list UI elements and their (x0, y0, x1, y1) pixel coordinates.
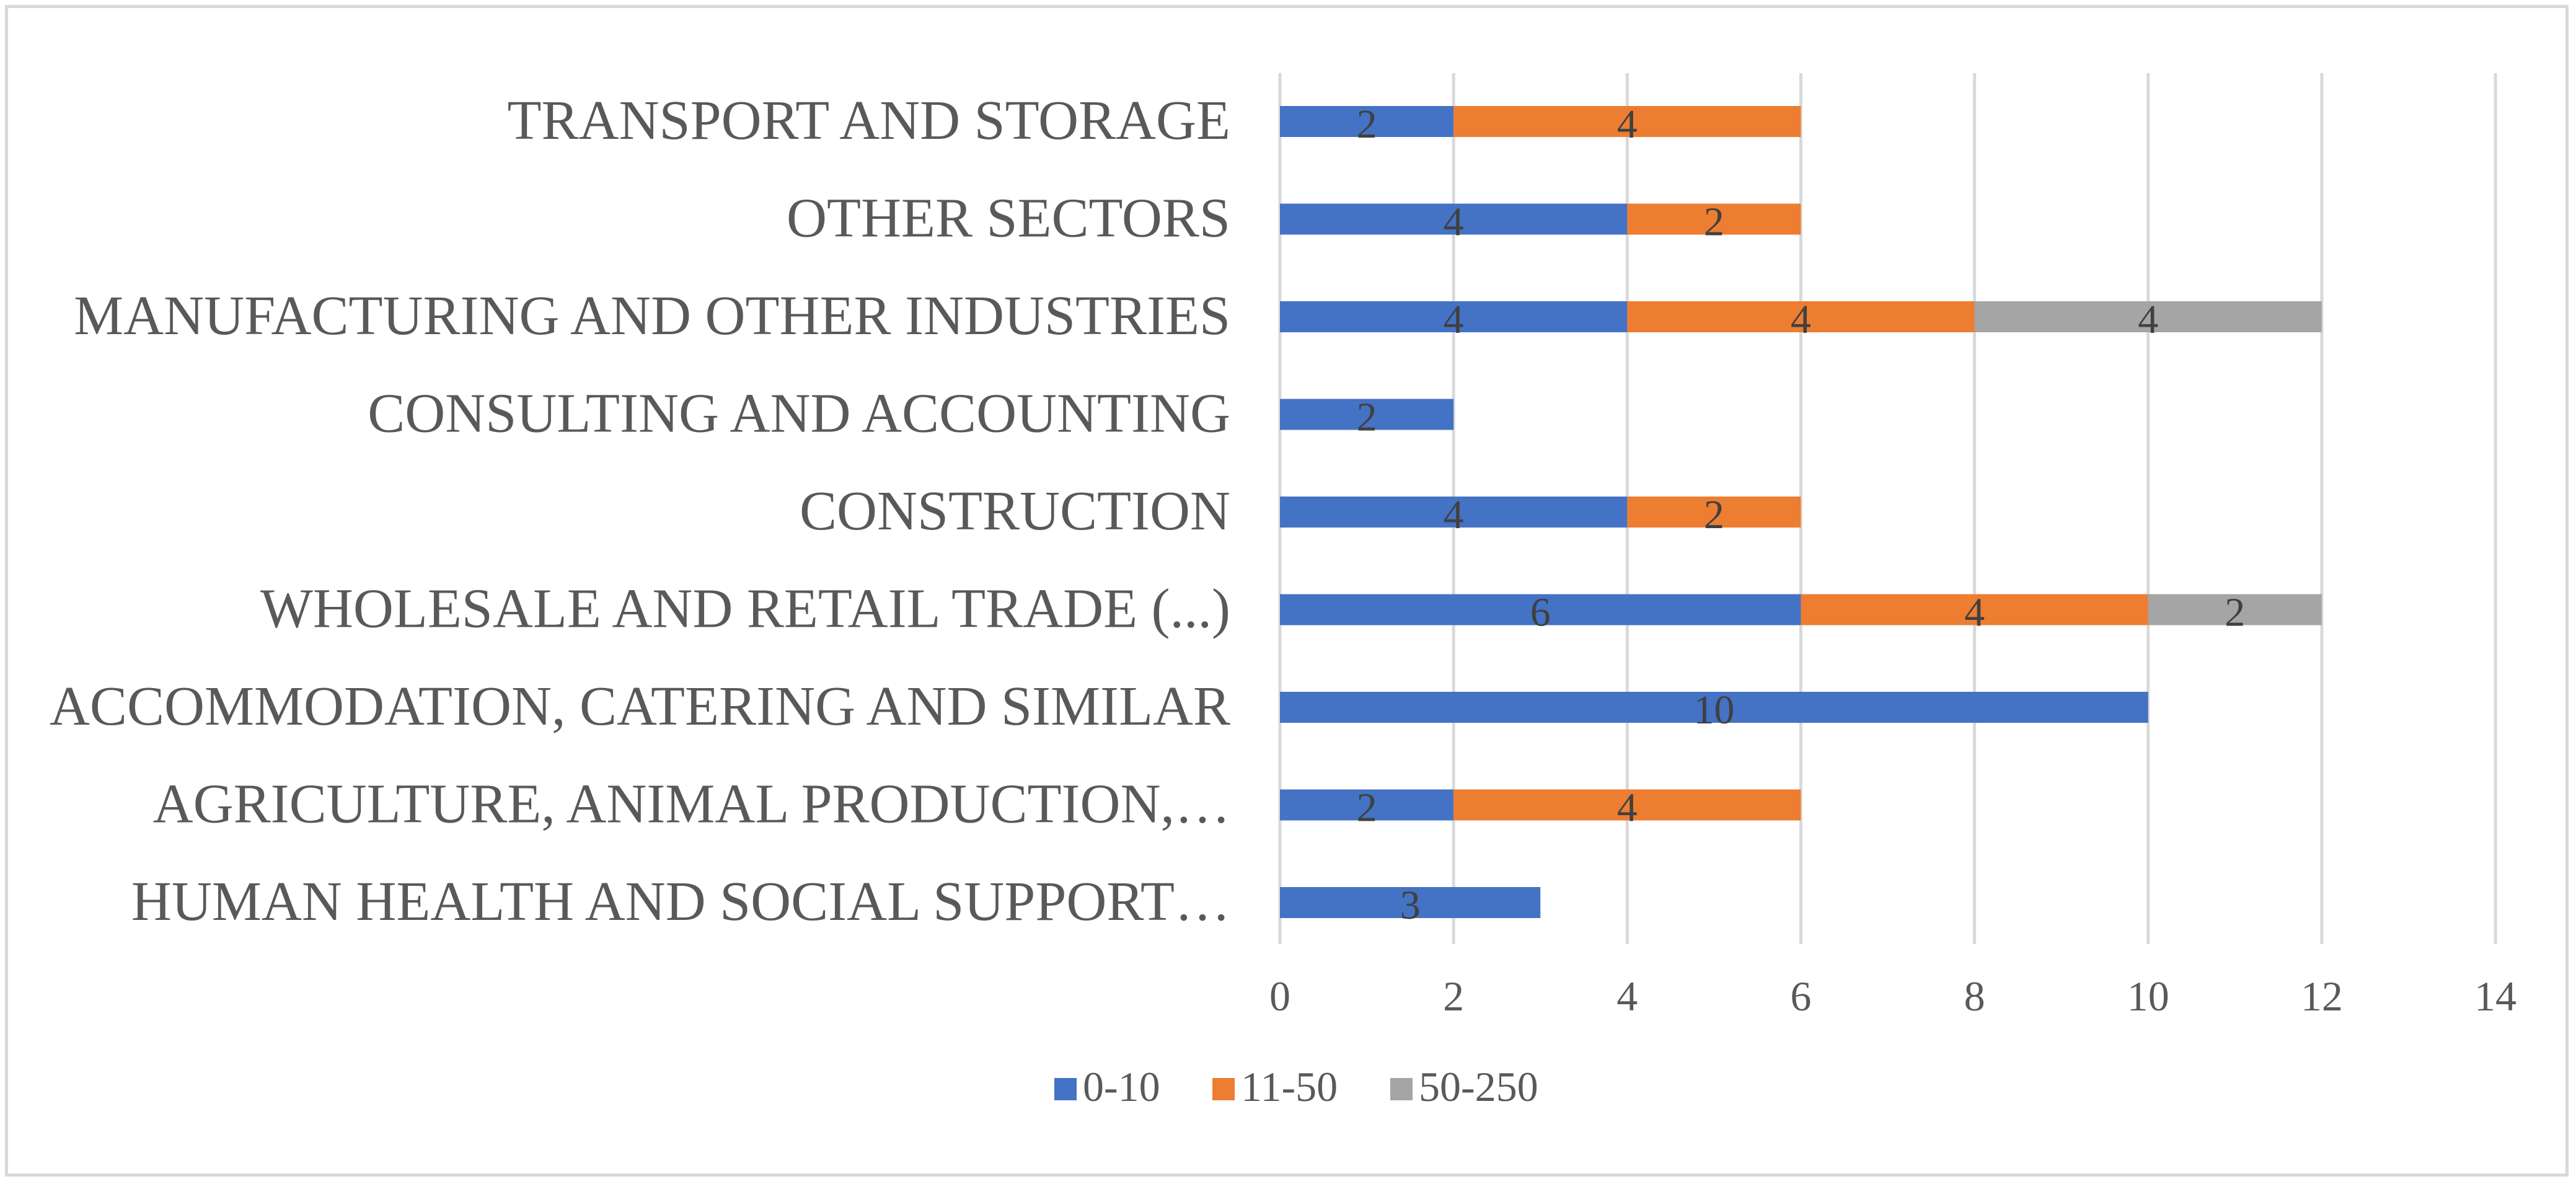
data-label: 4 (2138, 297, 2158, 342)
x-tick-label: 0 (1269, 973, 1290, 1020)
legend-swatch-11-50 (1212, 1078, 1235, 1100)
data-label: 2 (1357, 102, 1377, 147)
bars (1280, 106, 2322, 918)
bar-0-10 (1280, 789, 1454, 821)
bar-11-50 (1453, 789, 1801, 821)
x-tick-label: 4 (1617, 973, 1638, 1020)
category-label: WHOLESALE AND RETAIL TRADE (...) (260, 578, 1230, 640)
bar-11-50 (1627, 301, 1975, 332)
data-label: 2 (1704, 492, 1724, 537)
category-label: MANUFACTURING AND OTHER INDUSTRIES (74, 285, 1230, 347)
bar-50-250 (2148, 594, 2322, 625)
category-label: ACCOMMODATION, CATERING AND SIMILAR (50, 676, 1230, 737)
data-label: 4 (1444, 492, 1464, 537)
legend-swatch-0-10 (1054, 1078, 1077, 1100)
bar-0-10 (1280, 497, 1628, 528)
data-label: 4 (1791, 297, 1811, 342)
data-label: 4 (1444, 297, 1464, 342)
data-label: 4 (1444, 200, 1464, 245)
x-tick-label: 14 (2474, 973, 2516, 1020)
bar-0-10 (1280, 106, 1454, 137)
bar-50-250 (1974, 301, 2322, 332)
category-label: CONSULTING AND ACCOUNTING (368, 383, 1230, 444)
data-label: 10 (1693, 687, 1734, 733)
bar-11-50 (1627, 497, 1801, 528)
data-label: 4 (1964, 590, 1985, 635)
data-label: 2 (1357, 785, 1377, 831)
chart-frame: 2 4 4 2 4 4 4 2 4 2 6 4 2 10 2 4 3 TRANSPORT AND STORAGE… (5, 5, 2569, 1177)
bar-0-10 (1280, 399, 1454, 430)
category-label: CONSTRUCTION (800, 480, 1230, 542)
x-tick-label: 6 (1790, 973, 1811, 1020)
data-label: 3 (1400, 883, 1421, 928)
value-axis: 0 2 4 6 8 10 12 14 (1269, 973, 2516, 1020)
category-label: OTHER SECTORS (787, 188, 1230, 249)
legend-label: 50-250 (1419, 1063, 1538, 1110)
bar-0-10 (1280, 887, 1541, 918)
x-tick-label: 12 (2301, 973, 2343, 1020)
data-label: 4 (1617, 102, 1638, 147)
category-axis: TRANSPORT AND STORAGE OTHER SECTORS MANUFA… (50, 90, 1230, 932)
stacked-bar-chart: 2 4 4 2 4 4 4 2 4 2 6 4 2 10 2 4 3 TRANSPORT AND STORAGE… (50, 73, 2516, 1110)
x-tick-label: 10 (2127, 973, 2169, 1020)
legend-label: 11-50 (1241, 1063, 1338, 1110)
data-labels: 2 4 4 2 4 4 4 2 4 2 6 4 2 10 2 4 3 (1357, 102, 2246, 928)
data-label: 2 (2225, 590, 2245, 635)
data-label: 6 (1530, 590, 1551, 635)
bar-11-50 (1453, 106, 1801, 137)
x-tick-label: 2 (1443, 973, 1464, 1020)
bar-0-10 (1280, 692, 2148, 723)
category-label: HUMAN HEALTH AND SOCIAL SUPPORT… (131, 871, 1230, 932)
legend-swatch-50-250 (1390, 1078, 1413, 1100)
data-label: 2 (1357, 395, 1377, 440)
bar-0-10 (1280, 301, 1628, 332)
category-label: TRANSPORT AND STORAGE (508, 90, 1230, 151)
bar-11-50 (1627, 203, 1801, 235)
x-tick-label: 8 (1964, 973, 1985, 1020)
bar-0-10 (1280, 594, 1801, 625)
data-label: 4 (1617, 785, 1638, 831)
legend: 0-10 11-50 50-250 (1054, 1063, 1538, 1110)
bar-0-10 (1280, 203, 1628, 235)
bar-11-50 (1801, 594, 2148, 625)
legend-label: 0-10 (1083, 1063, 1160, 1110)
data-label: 2 (1704, 200, 1724, 245)
category-label: AGRICULTURE, ANIMAL PRODUCTION,… (153, 774, 1230, 835)
